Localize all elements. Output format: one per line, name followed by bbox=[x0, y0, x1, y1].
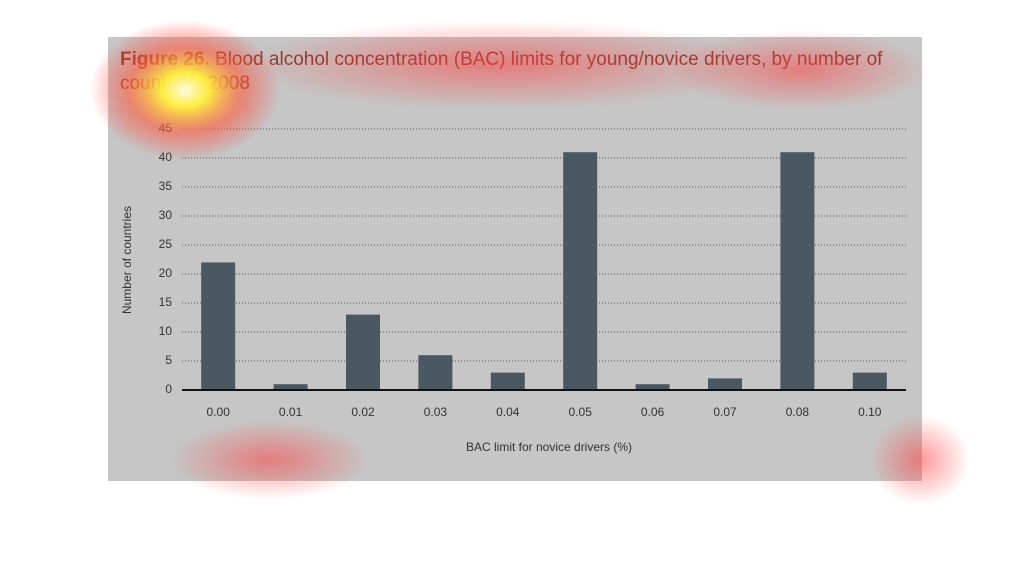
x-tick-label: 0.04 bbox=[496, 405, 520, 419]
x-tick-label: 0.00 bbox=[207, 405, 231, 419]
bar bbox=[852, 372, 887, 390]
y-tick-label: 45 bbox=[159, 121, 173, 135]
figure-label: Figure 26. bbox=[120, 49, 210, 70]
y-axis-label: Number of countries bbox=[120, 206, 134, 314]
bar bbox=[563, 152, 598, 390]
x-tick-label: 0.07 bbox=[713, 405, 737, 419]
bar bbox=[273, 384, 308, 390]
y-tick-label: 10 bbox=[159, 324, 173, 338]
bar bbox=[346, 314, 380, 390]
title-text: countries, 2008 bbox=[120, 73, 250, 94]
x-tick-label: 0.01 bbox=[279, 405, 303, 419]
y-tick-label: 5 bbox=[165, 353, 172, 367]
x-tick-label: 0.10 bbox=[858, 405, 882, 419]
x-axis-label: BAC limit for novice drivers (%) bbox=[466, 440, 632, 454]
title-text: Blood alcohol concentration (BAC) limits… bbox=[215, 49, 883, 70]
bar bbox=[635, 384, 670, 390]
bar bbox=[418, 355, 453, 390]
x-tick-label: 0.05 bbox=[569, 405, 593, 419]
y-tick-label: 0 bbox=[165, 382, 172, 396]
y-tick-label: 25 bbox=[159, 237, 173, 251]
bar bbox=[708, 378, 742, 390]
y-tick-label: 30 bbox=[159, 208, 173, 222]
y-tick-label: 15 bbox=[159, 295, 173, 309]
x-tick-label: 0.08 bbox=[786, 405, 810, 419]
y-tick-label: 35 bbox=[159, 179, 173, 193]
bar bbox=[201, 262, 236, 390]
y-tick-label: 40 bbox=[159, 150, 173, 164]
y-tick-label: 20 bbox=[159, 266, 173, 280]
x-tick-label: 0.06 bbox=[641, 405, 665, 419]
x-tick-label: 0.02 bbox=[351, 405, 375, 419]
x-tick-label: 0.03 bbox=[424, 405, 448, 419]
bar bbox=[780, 152, 815, 390]
bar bbox=[490, 372, 525, 390]
